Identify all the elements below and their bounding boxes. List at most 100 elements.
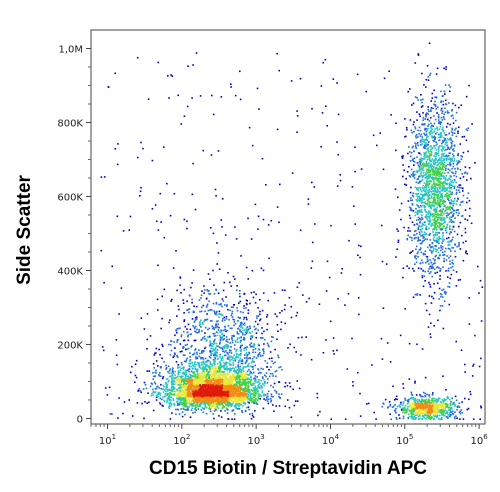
event-dot — [212, 401, 215, 404]
event-dot — [424, 250, 427, 252]
event-dot — [193, 395, 195, 398]
event-dot — [233, 377, 235, 380]
event-dot — [227, 346, 230, 349]
event-dot — [433, 268, 436, 271]
event-dot — [422, 240, 424, 242]
event-dot — [196, 361, 199, 364]
event-dot — [201, 401, 204, 403]
event-dot — [187, 394, 190, 397]
event-dot — [278, 395, 280, 398]
event-dot — [274, 389, 276, 392]
event-dot — [176, 328, 179, 330]
event-dot — [409, 199, 412, 202]
event-dot — [425, 142, 427, 144]
event-dot — [425, 138, 427, 140]
event-dot — [240, 371, 242, 373]
event-dot — [184, 348, 187, 351]
event-dot — [223, 380, 226, 382]
event-dot — [429, 169, 431, 172]
event-dot — [240, 387, 243, 389]
event-dot — [450, 181, 453, 184]
event-dot — [178, 366, 181, 368]
event-dot — [273, 382, 276, 385]
event-dot — [450, 200, 453, 202]
event-dot — [200, 379, 202, 381]
event-dot — [173, 390, 176, 393]
event-dot — [436, 167, 438, 169]
event-dot — [414, 211, 417, 214]
event-dot — [213, 379, 215, 382]
event-dot — [212, 302, 215, 305]
event-dot — [433, 155, 436, 157]
event-dot — [191, 392, 193, 395]
event-dot — [435, 239, 438, 241]
event-dot — [210, 391, 213, 393]
event-dot — [220, 397, 223, 400]
event-dot — [432, 193, 435, 195]
event-dot — [219, 383, 222, 386]
event-dot — [197, 396, 200, 398]
event-dot — [162, 384, 165, 387]
event-dot — [402, 164, 404, 166]
event-dot — [214, 382, 216, 384]
event-dot — [163, 399, 165, 402]
event-dot — [173, 379, 175, 382]
event-dot — [223, 334, 225, 337]
event-dot — [270, 384, 272, 387]
event-dot — [254, 377, 257, 380]
event-dot — [428, 313, 431, 316]
event-dot — [193, 365, 196, 368]
event-dot — [263, 338, 266, 341]
event-dot — [175, 394, 177, 397]
event-dot — [233, 374, 235, 376]
event-dot — [180, 383, 182, 386]
event-dot — [186, 382, 188, 385]
event-dot — [210, 386, 213, 389]
event-dot — [220, 374, 222, 376]
event-dot — [440, 135, 443, 137]
event-dot — [439, 122, 441, 124]
event-dot — [454, 104, 457, 107]
event-dot — [443, 146, 446, 148]
event-dot — [248, 368, 250, 371]
event-dot — [191, 390, 193, 393]
event-dot — [428, 42, 431, 44]
event-dot — [229, 359, 232, 361]
event-dot — [223, 385, 225, 387]
event-dot — [213, 361, 215, 363]
event-dot — [257, 323, 259, 326]
event-dot — [434, 105, 437, 108]
event-dot — [236, 309, 239, 312]
event-dot — [420, 171, 423, 173]
event-dot — [451, 193, 453, 196]
event-dot — [236, 397, 238, 400]
event-dot — [222, 375, 224, 378]
event-dot — [425, 255, 428, 258]
event-dot — [207, 388, 209, 390]
event-dot — [166, 384, 168, 386]
event-dot — [451, 114, 454, 117]
event-dot — [215, 326, 217, 329]
event-dot — [248, 363, 250, 365]
event-dot — [155, 396, 158, 398]
event-dot — [420, 247, 422, 249]
event-dot — [220, 357, 222, 360]
event-dot — [231, 400, 233, 402]
event-dot — [167, 371, 169, 373]
event-dot — [172, 399, 175, 402]
event-dot — [216, 334, 219, 337]
event-dot — [419, 221, 421, 223]
event-dot — [236, 390, 238, 392]
event-dot — [184, 402, 187, 404]
event-dot — [449, 164, 452, 167]
event-dot — [207, 390, 209, 393]
event-dot — [186, 389, 188, 391]
event-dot — [176, 341, 178, 343]
event-dot — [248, 351, 250, 354]
event-dot — [229, 360, 231, 362]
event-dot — [197, 383, 199, 386]
event-dot — [179, 369, 182, 372]
event-dot — [182, 390, 185, 392]
event-dot — [251, 335, 254, 337]
event-dot — [209, 365, 212, 368]
